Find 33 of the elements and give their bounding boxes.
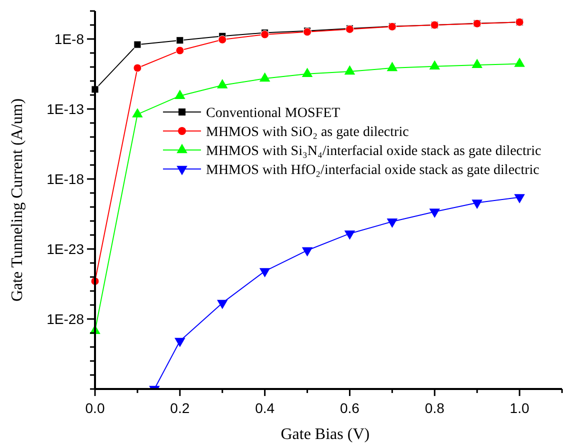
point <box>302 247 313 257</box>
x-tick-label: 0.8 <box>424 400 445 416</box>
point <box>134 40 142 48</box>
y-tick-label: 1E-18 <box>46 170 84 187</box>
x-tick-label: 0.0 <box>85 400 105 416</box>
point <box>344 230 356 240</box>
legend-label: MHMOS with SiO₂ as gate dilectric <box>206 124 409 140</box>
y-tick-label: 1E-28 <box>46 310 84 327</box>
legend-label: MHMOS with HfO₂/interfacial oxide stack as gate dilectric <box>206 162 540 178</box>
point <box>429 208 440 218</box>
x-tick-label: 1.0 <box>510 400 530 416</box>
y-tick-label: 1E-8 <box>54 30 84 47</box>
x-tick-label: 0.6 <box>340 400 360 416</box>
x-tick-label: 0.4 <box>255 400 275 416</box>
point <box>216 300 228 310</box>
legend-label: MHMOS with Si₃N₄/interfacial oxide stack as gate dilectric <box>206 144 542 159</box>
point <box>259 268 270 278</box>
point <box>133 64 142 72</box>
point <box>176 36 184 44</box>
point <box>176 46 184 55</box>
point <box>514 194 525 204</box>
x-axis-title: Gate Bias (V) <box>280 426 370 443</box>
point <box>218 35 227 44</box>
y-tick-label: 1E-23 <box>46 240 84 257</box>
point <box>472 58 482 68</box>
point <box>386 218 398 228</box>
y-axis-title: Gate Tunneling Current (A/um) <box>9 98 26 302</box>
point <box>174 338 186 348</box>
point <box>429 60 440 70</box>
x-tick-label: 0.2 <box>170 400 190 416</box>
point <box>472 200 482 209</box>
legend-label: Conventional MOSFET <box>206 106 341 121</box>
y-tick-label: 1E-13 <box>46 100 84 117</box>
